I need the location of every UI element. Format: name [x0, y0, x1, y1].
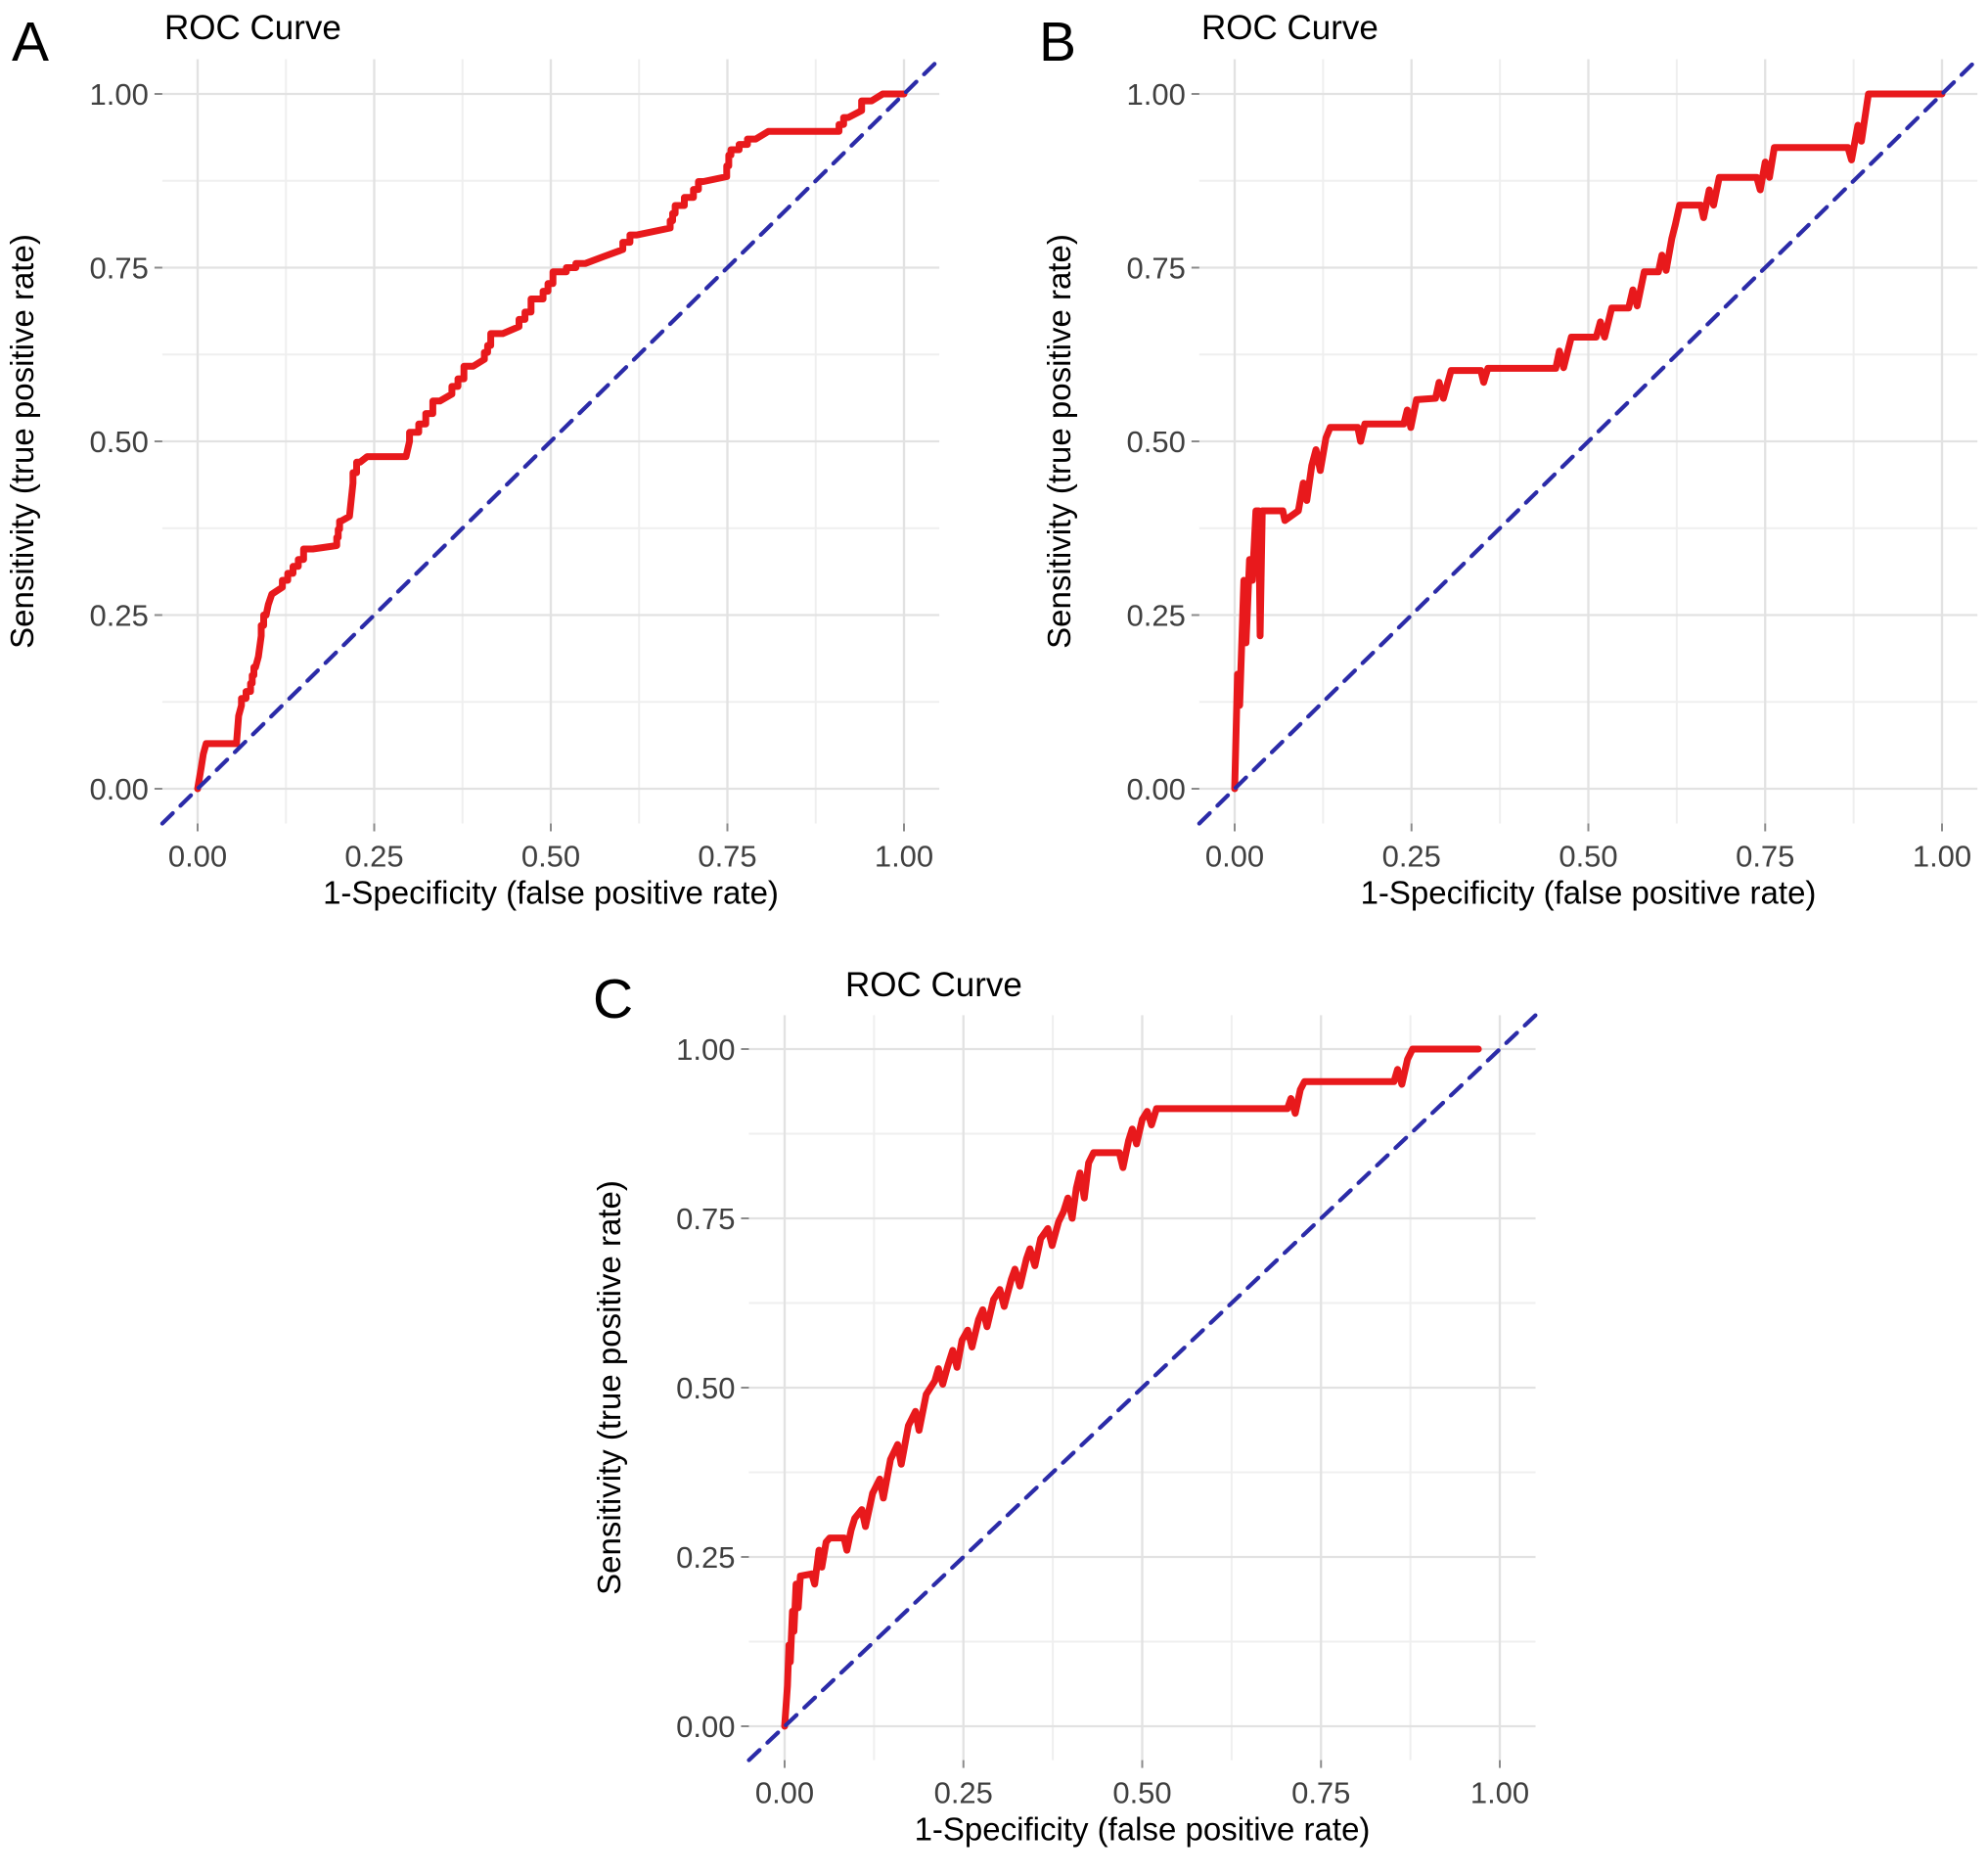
panel-A: 0.00 0.25 0.50 0.75 1.00 0.00 0.25 0.50 0.75 1.00…	[4, 9, 942, 911]
x-tick-label: 1.00	[1470, 1776, 1529, 1810]
x-tick-label: 0.75	[1291, 1776, 1350, 1810]
x-tick-label: 1.00	[875, 840, 933, 874]
y-tick-label: 0.00	[90, 772, 149, 806]
x-tick-label: 0.25	[1382, 840, 1441, 874]
panel-title: ROC Curve	[164, 9, 341, 47]
x-tick-label: 0.50	[1112, 1776, 1171, 1810]
y-tick-label: 1.00	[676, 1032, 735, 1067]
y-tick-label: 0.75	[676, 1202, 735, 1236]
panel-C: 0.00 0.25 0.50 0.75 1.00 0.00 0.25 0.50 0.75 1.00…	[591, 966, 1538, 1848]
y-tick-label: 0.00	[1127, 772, 1186, 806]
y-tick-label: 0.25	[1127, 599, 1186, 633]
roc-curve-line	[194, 90, 908, 793]
panel-letter-c: C	[593, 968, 633, 1030]
x-tick-label: 0.00	[755, 1776, 814, 1810]
y-tick-label: 0.50	[1127, 425, 1186, 459]
x-tick-label: 0.75	[1736, 840, 1794, 874]
roc-curve-line	[781, 1045, 1482, 1730]
x-axis-title: 1-Specificity (false positive rate)	[1361, 875, 1817, 911]
x-tick-label: 0.25	[934, 1776, 993, 1810]
chance-diagonal-line	[746, 1013, 1538, 1762]
panel-B: 0.00 0.25 0.50 0.75 1.00 0.00 0.25 0.50 0.75 1.00…	[1039, 9, 1980, 911]
x-tick-label: 0.25	[344, 840, 403, 874]
x-tick-label: 1.00	[1913, 840, 1971, 874]
panel-title: ROC Curve	[845, 966, 1022, 1004]
y-axis-title: Sensitivity (true positive rate)	[591, 1180, 627, 1595]
panel-letter-a: A	[12, 11, 49, 73]
y-tick-label: 1.00	[90, 77, 149, 112]
x-tick-label: 0.50	[1559, 840, 1617, 874]
y-tick-label: 0.25	[90, 599, 149, 633]
y-tick-label: 0.25	[676, 1540, 735, 1575]
x-axis-title: 1-Specificity (false positive rate)	[915, 1811, 1371, 1848]
x-tick-label: 0.00	[1205, 840, 1264, 874]
roc-curve-line	[1231, 90, 1946, 793]
x-tick-label: 0.75	[698, 840, 756, 874]
y-tick-label: 1.00	[1127, 77, 1186, 112]
y-tick-label: 0.00	[676, 1710, 735, 1744]
x-axis-title: 1-Specificity (false positive rate)	[323, 875, 779, 911]
y-axis-title: Sensitivity (true positive rate)	[1041, 234, 1077, 649]
panel-letter-b: B	[1039, 11, 1076, 73]
chance-diagonal-line	[1197, 57, 1980, 826]
chance-diagonal-line	[159, 57, 942, 826]
panel-title: ROC Curve	[1201, 9, 1378, 47]
y-tick-label: 0.50	[90, 425, 149, 459]
y-tick-label: 0.75	[90, 252, 149, 286]
x-tick-label: 0.50	[521, 840, 580, 874]
y-tick-label: 0.75	[1127, 252, 1186, 286]
x-tick-label: 0.00	[168, 840, 227, 874]
y-tick-label: 0.50	[676, 1371, 735, 1405]
y-axis-title: Sensitivity (true positive rate)	[4, 234, 40, 649]
